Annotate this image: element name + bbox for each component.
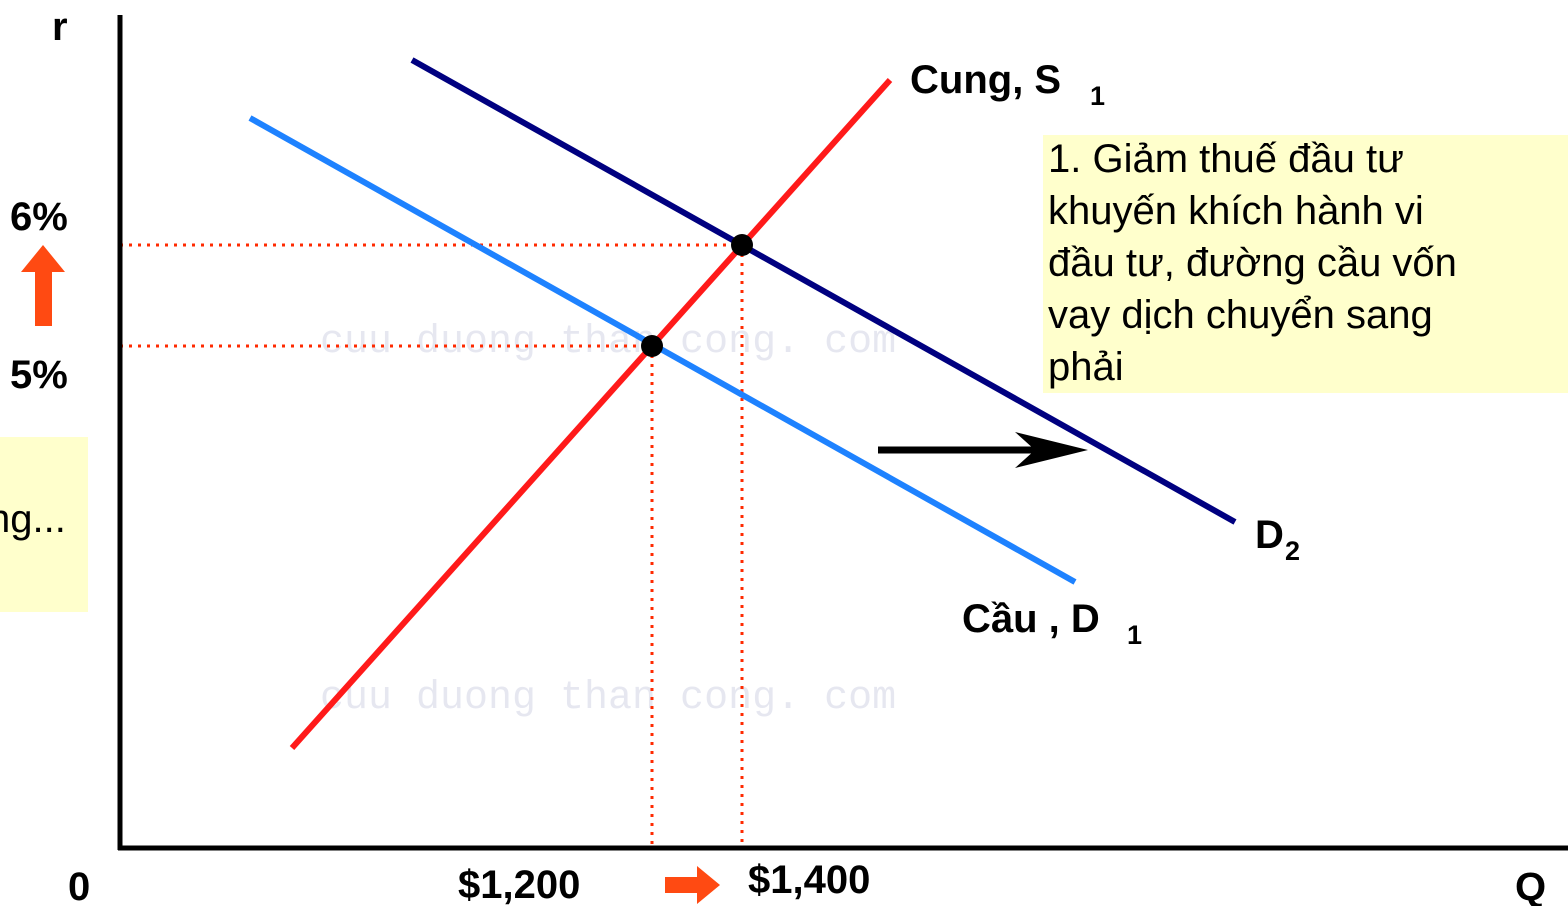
equilibrium-new (731, 234, 753, 256)
note-line: 1. Giảm thuế đầu tư (1048, 137, 1404, 181)
rate-up-arrow (21, 245, 65, 326)
guides (120, 243, 744, 848)
supply-subscript: 1 (1090, 81, 1105, 111)
note-box (1043, 135, 1568, 393)
note-line: phải (1048, 345, 1124, 389)
quantity-label: $1,200 (458, 863, 580, 906)
watermark: cuu duong than cong. com (320, 676, 896, 721)
equilibrium-old (641, 335, 663, 357)
supply-curve (289, 77, 893, 751)
note-line: khuyến khích hành vi (1048, 189, 1424, 233)
quantity-arrow (665, 866, 720, 904)
x-axis-label: Q (1515, 865, 1546, 906)
quantity-label: $1,400 (748, 858, 870, 902)
note-line: đầu tư, đường cầu vốn (1048, 241, 1457, 285)
watermark: cuu duong than cong. com (320, 320, 896, 365)
side-note: ng... (0, 497, 66, 541)
demand-old-curve (248, 115, 1077, 585)
shift-arrow (878, 432, 1088, 468)
y-axis-label: r (52, 5, 68, 49)
note-line: vay dịch chuyển sang (1048, 293, 1433, 337)
side-note-box (0, 437, 88, 612)
origin-label: 0 (68, 865, 90, 906)
rate-label: 5% (10, 353, 68, 397)
demand-new-label: D (1255, 513, 1284, 557)
demand-old-subscript: 1 (1127, 620, 1142, 650)
demand-new-curve (410, 57, 1237, 525)
note: 1. Giảm thuế đầu tư khuyến khích hành vi đ… (1048, 137, 1457, 389)
supply-label: Cung, S (910, 58, 1061, 102)
rate-label: 6% (10, 195, 68, 239)
demand-old-label: Cầu , D (962, 597, 1100, 641)
demand-new-subscript: 2 (1285, 536, 1300, 566)
